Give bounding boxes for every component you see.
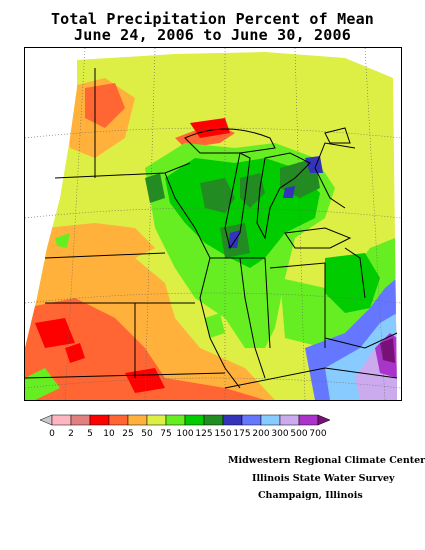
boundary-line xyxy=(344,247,366,299)
contour-10-southwest xyxy=(65,343,85,363)
lake-outline xyxy=(324,127,351,144)
map-title-line2: June 24, 2006 to June 30, 2006 xyxy=(74,26,351,44)
lake-outline xyxy=(284,227,352,249)
contour-100-small xyxy=(55,233,70,248)
map-title-line1: Total Precipitation Percent of Mean xyxy=(50,10,375,28)
legend-label: 700 xyxy=(309,429,326,439)
legend-label: 10 xyxy=(103,429,115,439)
boundary-line xyxy=(239,257,266,379)
legend-labels: 0 2 5 10 25 50 75 100 125 150 175 200 300 500 700 xyxy=(49,429,327,439)
legend-arrow-high xyxy=(317,414,331,426)
legend-label: 500 xyxy=(290,429,307,439)
contour-150-center xyxy=(200,178,235,213)
boundary-line xyxy=(269,262,326,348)
state-boundaries xyxy=(25,68,398,389)
contour-175-center xyxy=(228,230,240,248)
boundary-line xyxy=(314,142,356,209)
credit-line1: Midwestern Regional Climate Center xyxy=(228,455,425,466)
legend-swatch xyxy=(298,414,319,426)
boundary-line xyxy=(264,257,271,349)
boundary-line xyxy=(224,367,398,389)
contour-10-west xyxy=(35,318,75,348)
legend-swatch xyxy=(146,414,167,426)
legend-swatch xyxy=(203,414,224,426)
legend-label: 2 xyxy=(68,429,74,439)
contour-100-southwest xyxy=(25,368,60,400)
lake-outline xyxy=(224,152,251,250)
legend-swatch xyxy=(108,414,129,426)
contour-175-east xyxy=(283,186,295,198)
legend-swatch xyxy=(165,414,186,426)
contour-125-east xyxy=(325,253,380,313)
precipitation-map xyxy=(24,47,402,401)
precipitation-map-graphic xyxy=(25,48,401,400)
legend-swatch xyxy=(89,414,110,426)
contour-25-south xyxy=(25,298,265,400)
legend-label: 25 xyxy=(122,429,133,439)
boundary-line xyxy=(164,172,241,389)
legend-label: 0 xyxy=(49,429,55,439)
legend-swatch xyxy=(222,414,243,426)
legend-label: 50 xyxy=(141,429,153,439)
legend-swatch xyxy=(241,414,262,426)
legend-label: 75 xyxy=(160,429,171,439)
credit-line3: Champaign, Illinois xyxy=(258,490,363,501)
legend-swatch xyxy=(70,414,91,426)
lake-outline xyxy=(184,128,276,154)
legend-label: 200 xyxy=(252,429,269,439)
legend-swatch xyxy=(127,414,148,426)
legend-label: 5 xyxy=(87,429,93,439)
boundary-line xyxy=(25,372,226,379)
legend-swatch xyxy=(184,414,205,426)
legend-colorbar: 0 2 5 10 25 50 75 100 125 150 175 200 300 500 700 xyxy=(39,414,331,439)
credits: Midwestern Regional Climate Center Illin… xyxy=(228,452,425,505)
legend-label: 175 xyxy=(233,429,250,439)
legend-label: 150 xyxy=(214,429,231,439)
legend-label: 300 xyxy=(271,429,288,439)
legend-swatch xyxy=(51,414,72,426)
contour-150-west xyxy=(145,173,165,203)
legend-swatch xyxy=(260,414,281,426)
legend-bar xyxy=(39,414,331,426)
legend-arrow-low xyxy=(39,414,53,426)
legend-swatch xyxy=(279,414,300,426)
lake-outline xyxy=(256,152,311,240)
legend-label: 125 xyxy=(195,429,212,439)
contour-above-700 xyxy=(380,338,395,363)
contour-100-spot xyxy=(205,313,225,338)
boundary-line xyxy=(44,252,166,259)
credit-line2: Illinois State Water Survey xyxy=(252,472,395,484)
legend-label: 100 xyxy=(176,429,193,439)
boundary-line xyxy=(324,332,398,349)
